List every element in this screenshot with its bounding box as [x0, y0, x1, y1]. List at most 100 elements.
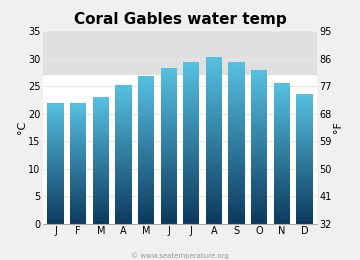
- Bar: [251, 90, 267, 91]
- Bar: [161, 117, 177, 118]
- Bar: [228, 111, 245, 112]
- Bar: [228, 78, 245, 79]
- Bar: [251, 71, 267, 72]
- Bar: [251, 120, 267, 121]
- Bar: [274, 94, 290, 95]
- Bar: [161, 68, 177, 69]
- Bar: [161, 100, 177, 101]
- Bar: [115, 158, 132, 159]
- Bar: [228, 182, 245, 183]
- Bar: [251, 151, 267, 152]
- Bar: [274, 159, 290, 160]
- Bar: [296, 189, 312, 190]
- Bar: [251, 190, 267, 191]
- Bar: [48, 200, 64, 201]
- Bar: [138, 173, 154, 174]
- Bar: [251, 79, 267, 80]
- Bar: [206, 211, 222, 212]
- Bar: [183, 165, 199, 166]
- Bar: [115, 98, 132, 99]
- Bar: [70, 200, 86, 201]
- Bar: [93, 167, 109, 168]
- Bar: [70, 164, 86, 165]
- Bar: [206, 212, 222, 213]
- Bar: [161, 167, 177, 168]
- Bar: [138, 76, 154, 77]
- Bar: [48, 142, 64, 143]
- Bar: [161, 149, 177, 150]
- Bar: [274, 207, 290, 208]
- Bar: [183, 69, 199, 70]
- Bar: [251, 131, 267, 132]
- Bar: [93, 223, 109, 224]
- Bar: [161, 131, 177, 132]
- Bar: [251, 76, 267, 77]
- Bar: [70, 220, 86, 221]
- Bar: [183, 203, 199, 204]
- Bar: [115, 202, 132, 203]
- Bar: [115, 154, 132, 155]
- Bar: [251, 188, 267, 189]
- Bar: [161, 174, 177, 176]
- Bar: [93, 207, 109, 208]
- Bar: [206, 223, 222, 224]
- Bar: [70, 195, 86, 196]
- Bar: [251, 150, 267, 151]
- Bar: [251, 177, 267, 178]
- Bar: [138, 104, 154, 105]
- Bar: [251, 105, 267, 106]
- Bar: [228, 160, 245, 161]
- Bar: [183, 149, 199, 150]
- Bar: [296, 95, 312, 96]
- Bar: [228, 138, 245, 139]
- Bar: [274, 144, 290, 145]
- Bar: [138, 114, 154, 115]
- Bar: [115, 105, 132, 106]
- Bar: [206, 124, 222, 125]
- Bar: [183, 123, 199, 124]
- Bar: [138, 98, 154, 99]
- Bar: [138, 87, 154, 88]
- Bar: [161, 109, 177, 110]
- Bar: [296, 207, 312, 208]
- Bar: [296, 162, 312, 163]
- Bar: [228, 90, 245, 91]
- Bar: [251, 77, 267, 78]
- Bar: [206, 70, 222, 71]
- Bar: [138, 172, 154, 173]
- Bar: [296, 195, 312, 196]
- Bar: [138, 202, 154, 203]
- Bar: [206, 202, 222, 203]
- Bar: [183, 216, 199, 217]
- Bar: [228, 93, 245, 94]
- Bar: [251, 165, 267, 166]
- Bar: [48, 185, 64, 186]
- Bar: [206, 103, 222, 105]
- Bar: [296, 176, 312, 177]
- Bar: [161, 157, 177, 158]
- Bar: [228, 212, 245, 213]
- Bar: [115, 182, 132, 183]
- Bar: [206, 188, 222, 190]
- Bar: [228, 183, 245, 184]
- Bar: [183, 144, 199, 145]
- Bar: [274, 101, 290, 102]
- Bar: [228, 198, 245, 199]
- Bar: [70, 163, 86, 164]
- Bar: [296, 158, 312, 159]
- Bar: [274, 97, 290, 98]
- Bar: [115, 205, 132, 206]
- Bar: [206, 130, 222, 131]
- Bar: [296, 110, 312, 111]
- Bar: [274, 85, 290, 86]
- Bar: [206, 141, 222, 142]
- Bar: [228, 204, 245, 205]
- Bar: [70, 142, 86, 143]
- Bar: [274, 133, 290, 134]
- Bar: [296, 203, 312, 204]
- Bar: [183, 85, 199, 86]
- Bar: [161, 108, 177, 109]
- Bar: [70, 121, 86, 122]
- Bar: [161, 78, 177, 79]
- Bar: [161, 94, 177, 95]
